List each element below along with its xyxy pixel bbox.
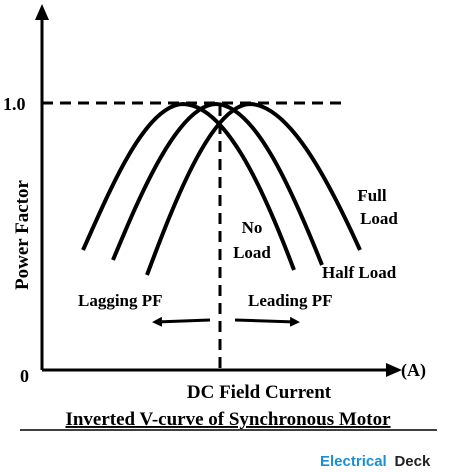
lagging-arrow [152,316,211,327]
brand-part2: Deck [394,453,431,470]
brand-watermark: Electrical Deck [320,453,431,470]
label-full-load-line2: Load [360,209,398,228]
x-axis-arrowhead [386,363,402,377]
y-axis-arrowhead [35,4,49,20]
curve-half-load [111,101,324,266]
curve-full-load [145,101,362,276]
y-axis-label: Power Factor [12,179,33,289]
label-no-load-line1: No [242,218,263,237]
origin-label: 0 [20,366,29,386]
curve-no-load [81,101,296,271]
x-axis-label: DC Field Current [187,382,332,403]
label-full-load-line1: Full [357,186,387,205]
leading-arrow [234,316,300,327]
label-half-load: Half Load [322,263,397,282]
label-lagging-pf: Lagging PF [78,291,163,310]
caption: Inverted V-curve of Synchronous Motor [65,409,391,430]
label-leading-pf: Leading PF [248,291,333,310]
x-axis-unit: (A) [401,360,426,381]
y-tick-top-label: 1.0 [3,94,26,114]
brand-part1: Electrical [320,453,387,470]
label-no-load-line2: Load [233,243,271,262]
